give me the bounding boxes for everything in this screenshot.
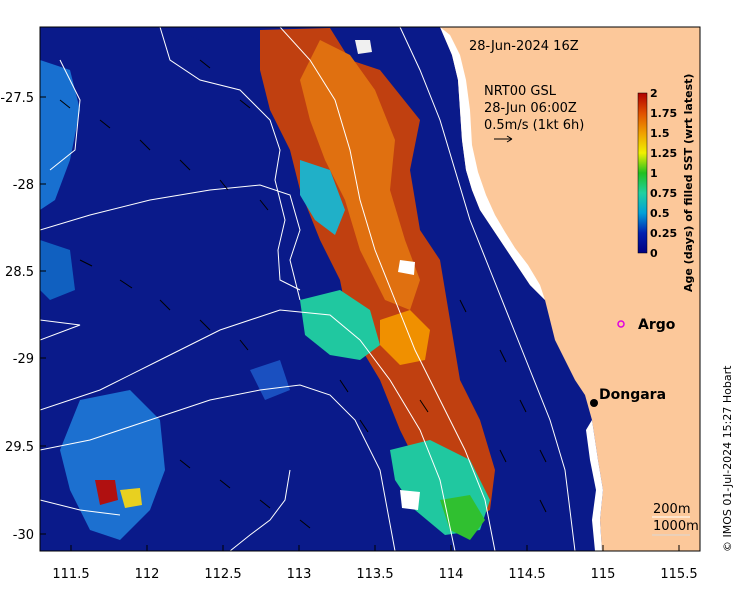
x-tick-label: 113.5 — [356, 567, 393, 582]
x-tick-label: 115.5 — [660, 567, 697, 582]
colorbar-tick: 1 — [650, 167, 658, 180]
colorbar-tick: 0.75 — [650, 187, 677, 200]
land-area — [440, 27, 700, 551]
current-scale-label: 0.5m/s (1kt 6h) — [484, 118, 584, 133]
map-area — [40, 27, 700, 551]
contour-1000-label: 1000m — [653, 519, 699, 534]
y-tick-label: -27.5 — [0, 91, 34, 106]
colorbar-tick: 2 — [650, 87, 658, 100]
colorbar — [637, 92, 648, 254]
x-tick-label: 112 — [135, 567, 160, 582]
colorbar-tick: 1.25 — [650, 147, 677, 160]
tick-marks — [40, 96, 680, 551]
current-scale-arrow — [494, 135, 513, 143]
colorbar-tick: 1.5 — [650, 127, 670, 140]
x-tick-label: 112.5 — [204, 567, 241, 582]
dongara-marker — [590, 399, 598, 407]
x-tick-label: 111.5 — [52, 567, 89, 582]
dongara-label: Dongara — [599, 387, 666, 403]
sst-age-patches — [40, 27, 495, 540]
no-data-coast — [440, 27, 545, 300]
x-tick-label: 113 — [287, 567, 312, 582]
current-source-label: NRT00 GSL — [484, 84, 557, 99]
colorbar-tick: 1.75 — [650, 107, 677, 120]
y-tick-label: -28 — [13, 178, 34, 193]
colorbar-title: Age (days) of filled SST (wrt latest) — [682, 74, 695, 292]
current-time-label: 28-Jun 06:00Z — [484, 101, 577, 116]
x-tick-label: 114.5 — [508, 567, 545, 582]
colorbar-tick: 0.25 — [650, 227, 677, 240]
depth-contours — [40, 27, 576, 551]
contour-200-label: 200m — [653, 502, 690, 517]
argo-marker — [617, 320, 625, 328]
y-tick-label: -30 — [13, 528, 34, 543]
credit-text: © IMOS 01-Jul-2024 15:27 Hobart — [721, 365, 734, 552]
argo-label: Argo — [638, 317, 676, 333]
x-tick-label: 114 — [439, 567, 464, 582]
y-tick-label: 28.5 — [5, 265, 34, 280]
date-label: 28-Jun-2024 16Z — [469, 39, 579, 54]
y-tick-label: -29 — [13, 352, 34, 367]
x-tick-label: 115 — [591, 567, 616, 582]
y-tick-label: 29.5 — [5, 440, 34, 455]
current-vectors — [59, 59, 547, 529]
colorbar-tick: 0.5 — [650, 207, 670, 220]
colorbar-tick: 0 — [650, 247, 658, 260]
plot-frame — [39, 26, 701, 552]
